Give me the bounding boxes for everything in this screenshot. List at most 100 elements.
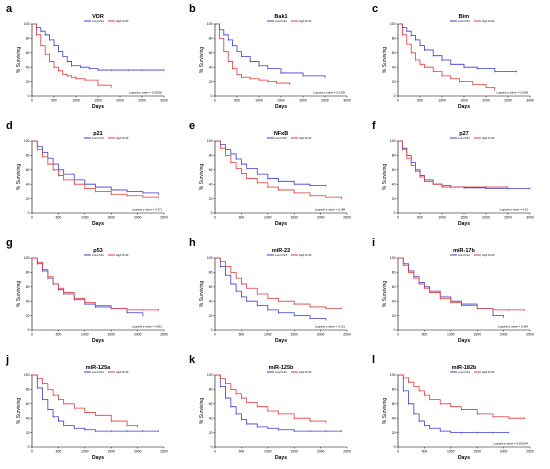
x-tick-label: 2500	[526, 450, 534, 454]
y-tick-label: 40	[392, 182, 396, 186]
y-tick-label: 0	[211, 94, 213, 98]
y-tick-label: 0	[211, 211, 213, 215]
legend-label-high: High N=40	[482, 253, 495, 257]
x-tick-label: 0	[31, 216, 33, 220]
legend: Low N=44 High N=40	[450, 253, 495, 257]
series-line-high	[398, 374, 525, 419]
x-axis-label: Days	[92, 455, 104, 461]
pvalue-annotation: Logrank p value = 0.91	[499, 208, 528, 212]
series-line-low	[398, 23, 517, 72]
x-tick-label: 0	[397, 333, 399, 337]
x-axis-label: Days	[92, 221, 104, 227]
legend-label-high: High N=40	[299, 136, 312, 140]
x-tick-label: 500	[51, 99, 57, 103]
x-tick-label: 1000	[81, 450, 89, 454]
legend-label-high: High N=40	[299, 253, 312, 257]
y-tick-label: 20	[392, 80, 396, 84]
legend: Low N=44 High N=40	[267, 19, 312, 23]
y-tick-label: 80	[26, 271, 30, 275]
x-tick-label: 0	[397, 99, 399, 103]
y-tick-label: 20	[209, 431, 213, 435]
x-tick-label: 500	[422, 450, 428, 454]
pvalue-annotation: Logrank p value = 0.0139	[313, 91, 345, 95]
y-tick-label: 80	[209, 154, 213, 158]
y-axis-label: % Surviving	[382, 398, 388, 425]
x-tick-label: 500	[56, 216, 62, 220]
y-tick-label: 0	[28, 94, 30, 98]
legend-label-low: Low N=44	[92, 370, 104, 374]
legend-label-high: High N=40	[299, 19, 312, 23]
legend-label-high: High N=40	[299, 370, 312, 374]
x-tick-label: 2500	[160, 216, 168, 220]
x-axis-label: Days	[275, 338, 287, 344]
x-tick-label: 2000	[134, 450, 142, 454]
y-tick-label: 40	[209, 65, 213, 69]
series-line-low	[32, 23, 164, 71]
x-tick-label: 2000	[482, 99, 490, 103]
y-tick-label: 60	[209, 51, 213, 55]
series-line-high	[398, 140, 508, 188]
x-tick-label: 0	[31, 333, 33, 337]
legend-label-low: Low N=44	[275, 253, 287, 257]
panel-letter: a	[6, 3, 13, 15]
panel-letter: d	[6, 120, 13, 132]
x-tick-label: 2500	[138, 99, 146, 103]
y-axis-label: % Surviving	[199, 47, 205, 74]
chart-title: miR-125b	[269, 365, 294, 371]
legend-label-low: Low N=44	[92, 136, 104, 140]
legend-label-low: Low N=44	[458, 253, 470, 257]
series-line-low	[215, 140, 326, 187]
y-tick-label: 0	[28, 445, 30, 449]
x-tick-label: 1000	[447, 450, 455, 454]
y-axis-label: % Surviving	[199, 164, 205, 191]
y-axis-label: % Surviving	[382, 164, 388, 191]
y-tick-label: 0	[394, 211, 396, 215]
pvalue-annotation: Logrank p value = 0.371	[132, 208, 163, 212]
x-tick-label: 1000	[447, 333, 455, 337]
x-axis-label: Days	[92, 104, 104, 110]
series-line-high	[215, 374, 327, 423]
x-tick-label: 500	[56, 450, 62, 454]
y-tick-label: 0	[211, 328, 213, 332]
y-tick-label: 20	[392, 314, 396, 318]
x-tick-label: 1000	[264, 216, 272, 220]
y-axis-label: % Surviving	[199, 281, 205, 308]
chart-title: p21	[93, 131, 102, 137]
y-tick-label: 60	[392, 402, 396, 406]
x-tick-label: 2000	[482, 216, 490, 220]
y-tick-label: 100	[390, 256, 396, 260]
legend-label-low: Low N=44	[92, 19, 104, 23]
legend-label-low: Low N=44	[92, 253, 104, 257]
y-tick-label: 60	[209, 402, 213, 406]
x-tick-label: 0	[397, 216, 399, 220]
chart-title: miR-22	[272, 248, 290, 254]
y-tick-label: 100	[207, 22, 213, 26]
chart-title: Bak1	[274, 14, 287, 20]
y-tick-label: 100	[24, 256, 30, 260]
x-tick-label: 2000	[134, 216, 142, 220]
x-tick-label: 2500	[504, 99, 512, 103]
y-tick-label: 100	[24, 22, 30, 26]
legend: Low N=44 High N=40	[450, 370, 495, 374]
x-tick-label: 2500	[526, 333, 534, 337]
chart-title: miR-125a	[86, 365, 111, 371]
x-tick-label: 500	[234, 99, 240, 103]
y-tick-label: 80	[209, 37, 213, 41]
legend: Low N=44 High N=40	[84, 136, 129, 140]
legend: Low N=44 High N=40	[84, 19, 129, 23]
y-tick-label: 100	[207, 139, 213, 143]
y-tick-label: 60	[26, 168, 30, 172]
y-tick-label: 100	[24, 373, 30, 377]
y-tick-label: 80	[392, 388, 396, 392]
panel-letter: b	[189, 3, 196, 15]
x-tick-label: 1500	[107, 216, 115, 220]
pvalue-annotation: Logrank p value = 0.564	[498, 325, 529, 329]
x-axis-label: Days	[275, 104, 287, 110]
x-tick-label: 3000	[526, 216, 534, 220]
x-axis-label: Days	[458, 221, 470, 227]
y-tick-label: 100	[24, 139, 30, 143]
legend: Low N=44 High N=40	[450, 136, 495, 140]
x-tick-label: 1500	[290, 216, 298, 220]
